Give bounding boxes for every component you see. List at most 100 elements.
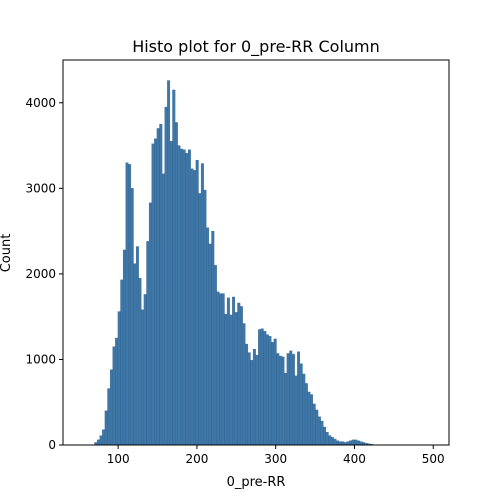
histogram-bar xyxy=(323,426,327,446)
histogram-bar xyxy=(125,162,129,446)
histogram-bar xyxy=(328,435,332,446)
histogram-bar xyxy=(330,437,334,446)
histogram-bar xyxy=(341,441,345,446)
histogram-bar xyxy=(117,311,121,446)
plot-frame xyxy=(62,59,450,446)
histogram-bar xyxy=(239,306,243,446)
histogram-bar xyxy=(104,410,108,446)
histogram-bar xyxy=(193,170,197,446)
histogram-bar xyxy=(265,334,269,446)
histogram-bar xyxy=(135,246,139,446)
histogram-bar xyxy=(291,354,295,446)
histogram-bar xyxy=(146,241,150,446)
histogram-bar xyxy=(312,403,316,446)
histogram-bar xyxy=(232,296,236,446)
histogram-bar xyxy=(177,145,181,446)
histogram-bar xyxy=(109,369,113,446)
histogram-bar xyxy=(349,440,353,446)
bars-group xyxy=(94,80,373,446)
histogram-bar xyxy=(247,352,251,446)
histogram-bar xyxy=(206,227,210,446)
histogram-bar xyxy=(242,323,246,446)
histogram-bar xyxy=(164,106,168,446)
histogram-bar xyxy=(325,432,329,446)
histogram-bar xyxy=(304,383,308,446)
histogram-bar xyxy=(289,350,293,446)
histogram-bar xyxy=(333,438,337,446)
histogram-bar xyxy=(310,394,314,446)
histogram-bar xyxy=(185,153,189,446)
histogram-bar xyxy=(263,331,267,446)
y-tick-label: 2000 xyxy=(25,267,56,281)
histogram-bar xyxy=(229,314,233,446)
histogram-bar xyxy=(151,143,155,446)
histogram-bar xyxy=(320,420,324,446)
histogram-bar xyxy=(346,441,350,446)
chart-title: Histo plot for 0_pre-RR Column xyxy=(132,37,380,57)
histogram-bar xyxy=(278,355,282,446)
histogram-bar xyxy=(133,263,137,446)
histogram-bar xyxy=(161,173,165,446)
histogram-bar xyxy=(234,312,238,446)
x-tick-label: 400 xyxy=(343,452,366,466)
histogram-bar xyxy=(200,163,204,446)
x-tick-label: 200 xyxy=(185,452,208,466)
y-tick-label: 0 xyxy=(48,438,56,452)
x-tick-label: 100 xyxy=(107,452,130,466)
histogram-bar xyxy=(182,149,186,446)
histogram-bar xyxy=(190,168,194,446)
histogram-bar xyxy=(338,441,342,446)
histogram-bar xyxy=(172,89,176,446)
histogram-bar xyxy=(174,122,178,446)
x-axis-ticks: 100 200 300 400 500 xyxy=(107,445,445,466)
histogram-bar xyxy=(260,328,264,446)
histogram-bar xyxy=(130,188,134,446)
histogram-bar xyxy=(143,294,147,446)
x-axis-label: 0_pre-RR xyxy=(227,475,286,490)
histogram-bar xyxy=(169,141,173,446)
histogram-bar xyxy=(180,148,184,446)
histogram-bar xyxy=(245,343,249,446)
y-tick-label: 4000 xyxy=(25,96,56,110)
histogram-bar xyxy=(221,293,225,446)
histogram-bar xyxy=(148,202,152,446)
histogram-bar xyxy=(211,230,215,446)
histogram-bar xyxy=(307,391,311,446)
histogram-bar xyxy=(219,293,223,446)
histogram-bar xyxy=(102,429,106,446)
histogram-bar xyxy=(195,159,199,446)
histogram-bar xyxy=(120,279,124,446)
histogram-bar xyxy=(224,313,228,446)
histogram-bar xyxy=(294,375,298,446)
histogram-bar xyxy=(154,138,158,446)
histogram-bar xyxy=(273,338,277,446)
histogram-bar xyxy=(237,302,241,446)
histogram-bar xyxy=(356,440,360,446)
histogram-bar xyxy=(99,435,103,446)
histogram-bar xyxy=(203,189,207,446)
histogram-bar xyxy=(141,309,145,446)
histogram-bar xyxy=(281,356,285,446)
histogram-bar xyxy=(271,342,275,446)
histogram-bar xyxy=(336,440,340,446)
y-axis-label: Count xyxy=(0,234,14,273)
histogram-bar xyxy=(213,265,217,446)
histogram-bar xyxy=(286,353,290,446)
histogram-bar xyxy=(187,149,191,446)
histogram-bar xyxy=(208,243,212,446)
x-tick-label: 300 xyxy=(264,452,287,466)
histogram-bar xyxy=(302,373,306,446)
histogram-bar xyxy=(156,128,160,446)
histogram-bar xyxy=(276,353,280,446)
y-axis-ticks: 0 1000 2000 3000 4000 xyxy=(25,96,63,452)
histogram-bar xyxy=(138,278,142,446)
histogram-bar xyxy=(258,329,262,446)
histogram-bar xyxy=(107,388,111,446)
histogram-bar xyxy=(250,360,254,446)
histogram-bar xyxy=(317,416,321,446)
histogram-bar xyxy=(198,193,202,446)
histogram-bar xyxy=(115,337,119,446)
y-tick-label: 3000 xyxy=(25,181,56,195)
histogram-bar xyxy=(159,124,163,446)
